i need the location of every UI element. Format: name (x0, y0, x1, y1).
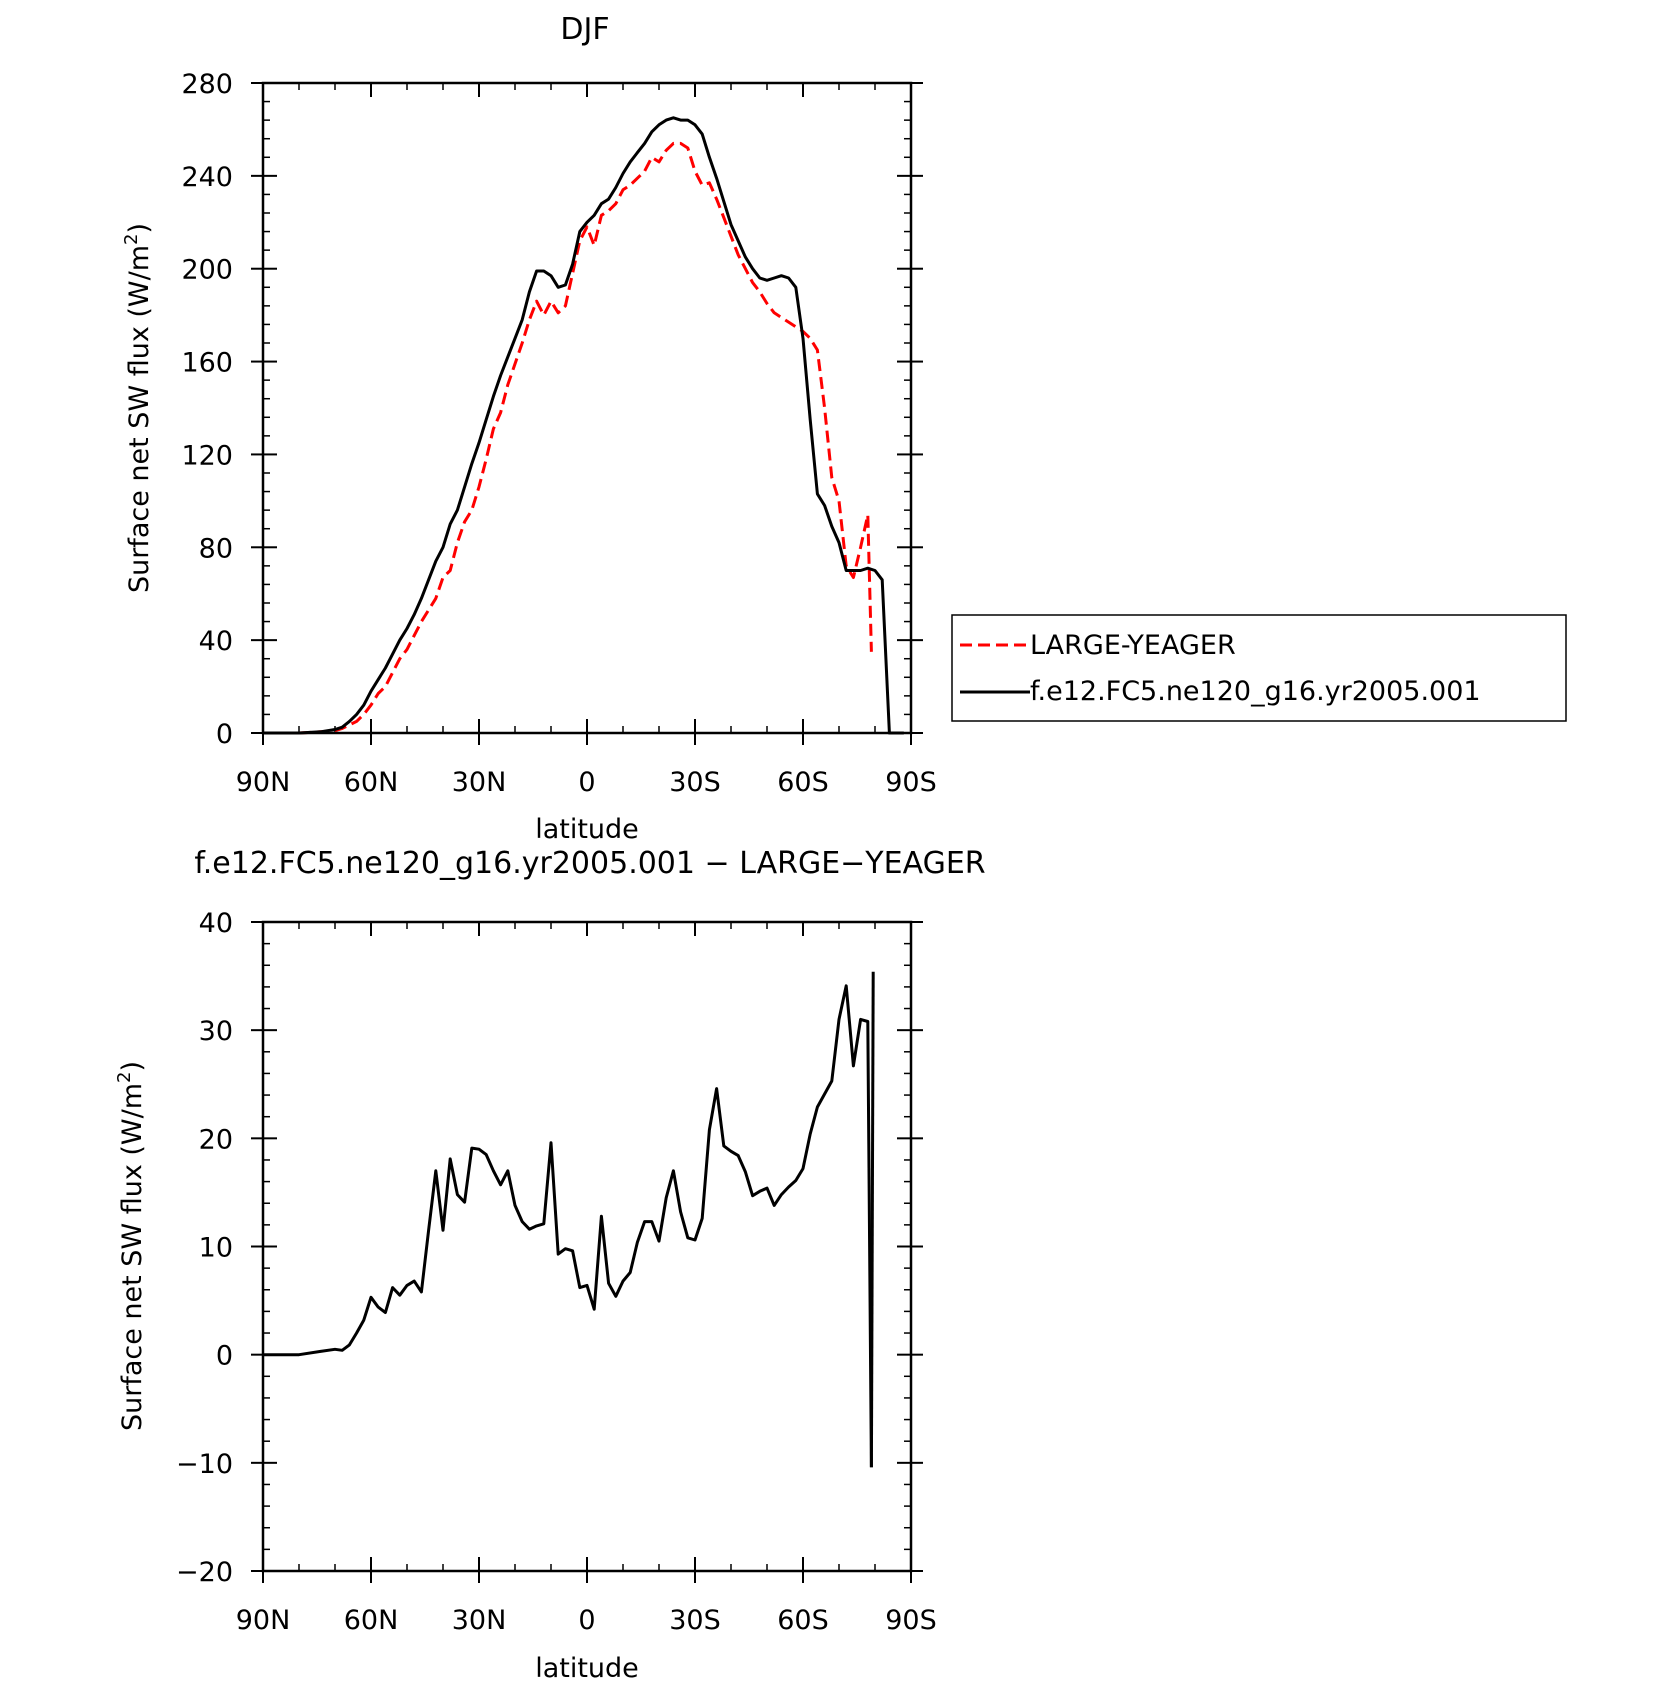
panel-top-ytick-label: 240 (181, 162, 233, 193)
panel-top-xtick-label: 0 (578, 767, 595, 798)
panel-top-ylabel: Surface net SW flux (W/m2) (121, 223, 155, 593)
legend-label-model: f.e12.FC5.ne120_g16.yr2005.001 (1030, 676, 1481, 707)
panel-bottom-xtick-label: 30S (669, 1605, 721, 1636)
panel-bottom-ylabel: Surface net SW flux (W/m2) (114, 1061, 148, 1431)
panel-top-ytick-label: 120 (181, 440, 233, 471)
panel-top-xtick-label: 30S (669, 767, 721, 798)
panel-bottom-xtick-label: 60S (777, 1605, 829, 1636)
panel-bottom-ytick-label: −10 (176, 1449, 233, 1480)
panel-bottom-xtick-label: 90S (885, 1605, 937, 1636)
panel-top-ytick-label: 200 (181, 255, 233, 286)
panel-top-xtick-label: 30N (452, 767, 507, 798)
panel-top-ytick-labels: 0 40 80 120 160 200 240 280 (181, 69, 233, 750)
panel-bottom-ytick-label: −20 (176, 1557, 233, 1588)
panel-top-xtick-label: 60S (777, 767, 829, 798)
panel-bottom-title: f.e12.FC5.ne120_g16.yr2005.001 − LARGE−Y… (194, 846, 985, 881)
panel-top-series-line-f-e12-fc5-ne120-g16-yr2005-001 (263, 116, 904, 735)
panel-bottom-ytick-label: 0 (216, 1341, 233, 1372)
panel-top-ytick-label: 80 (199, 533, 233, 564)
panel-bottom-xtick-label: 90N (236, 1605, 291, 1636)
panel-bottom-gridmarks (251, 921, 923, 1583)
panel-bottom-ytick-label: 30 (199, 1016, 233, 1047)
panel-top-xtick-label: 90N (236, 767, 291, 798)
legend: LARGE-YEAGER f.e12.FC5.ne120_g16.yr2005.… (951, 614, 1567, 722)
panel-bottom-ytick-label: 10 (199, 1233, 233, 1264)
legend-label-large-yeager: LARGE-YEAGER (1030, 630, 1236, 661)
panel-top-ylabel-sup: 2 (121, 234, 142, 245)
panel-top-ylabel-close: ) (124, 223, 155, 234)
panel-bottom-ytick-label: 20 (199, 1124, 233, 1155)
panel-top: DJF 90N 60N 30N 0 30S 60S 90S 0 40 80 120 160 200 24… (121, 12, 937, 845)
panel-top-xtick-labels: 90N 60N 30N 0 30S 60S 90S (236, 767, 937, 798)
panel-top-series (263, 116, 904, 735)
panel-top-frame (261, 81, 913, 735)
panel-top-xtick-label: 90S (885, 767, 937, 798)
panel-bottom-xtick-labels: 90N 60N 30N 0 30S 60S 90S (236, 1605, 937, 1636)
panel-bottom-xlabel: latitude (535, 1653, 639, 1684)
panel-top-ytick-label: 0 (216, 719, 233, 750)
panel-bottom-ylabel-sup: 2 (114, 1072, 135, 1083)
panel-top-xtick-label: 60N (344, 767, 399, 798)
panel-bottom-frame (261, 920, 913, 1573)
panel-top-gridmarks (251, 82, 923, 745)
panel-top-xlabel: latitude (535, 814, 639, 845)
panel-bottom-xtick-label: 30N (452, 1605, 507, 1636)
panel-bottom-ylabel-main: Surface net SW flux (W/m (117, 1083, 148, 1431)
panel-top-title: DJF (560, 12, 609, 47)
panel-bottom-ytick-label: 40 (199, 908, 233, 939)
panel-top-series-line-large-yeager (263, 141, 873, 735)
legend-box (951, 614, 1567, 722)
panel-bottom-xtick-label: 0 (578, 1605, 595, 1636)
panel-top-ytick-label: 160 (181, 348, 233, 379)
panel-bottom-series (263, 971, 875, 1468)
panel-bottom-ytick-labels: −20 −10 0 10 20 30 40 (176, 908, 233, 1588)
panel-bottom: f.e12.FC5.ne120_g16.yr2005.001 − LARGE−Y… (114, 846, 986, 1684)
panel-bottom-series-line-difference-1 (869, 971, 875, 1468)
panel-bottom-ylabel-close: ) (117, 1061, 148, 1072)
panel-bottom-xtick-label: 60N (344, 1605, 399, 1636)
panel-bottom-series-line-difference-0 (263, 984, 873, 1468)
panel-top-ytick-label: 40 (199, 626, 233, 657)
panel-top-ytick-label: 280 (181, 69, 233, 100)
panel-top-ylabel-main: Surface net SW flux (W/m (124, 245, 155, 593)
